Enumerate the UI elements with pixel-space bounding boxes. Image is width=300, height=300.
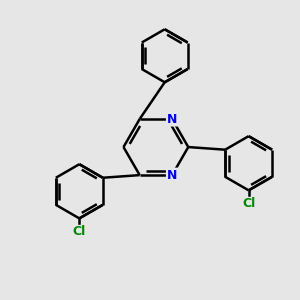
Text: Cl: Cl: [73, 225, 86, 239]
Text: Cl: Cl: [242, 197, 255, 210]
Text: N: N: [167, 112, 177, 125]
Text: N: N: [167, 169, 177, 182]
